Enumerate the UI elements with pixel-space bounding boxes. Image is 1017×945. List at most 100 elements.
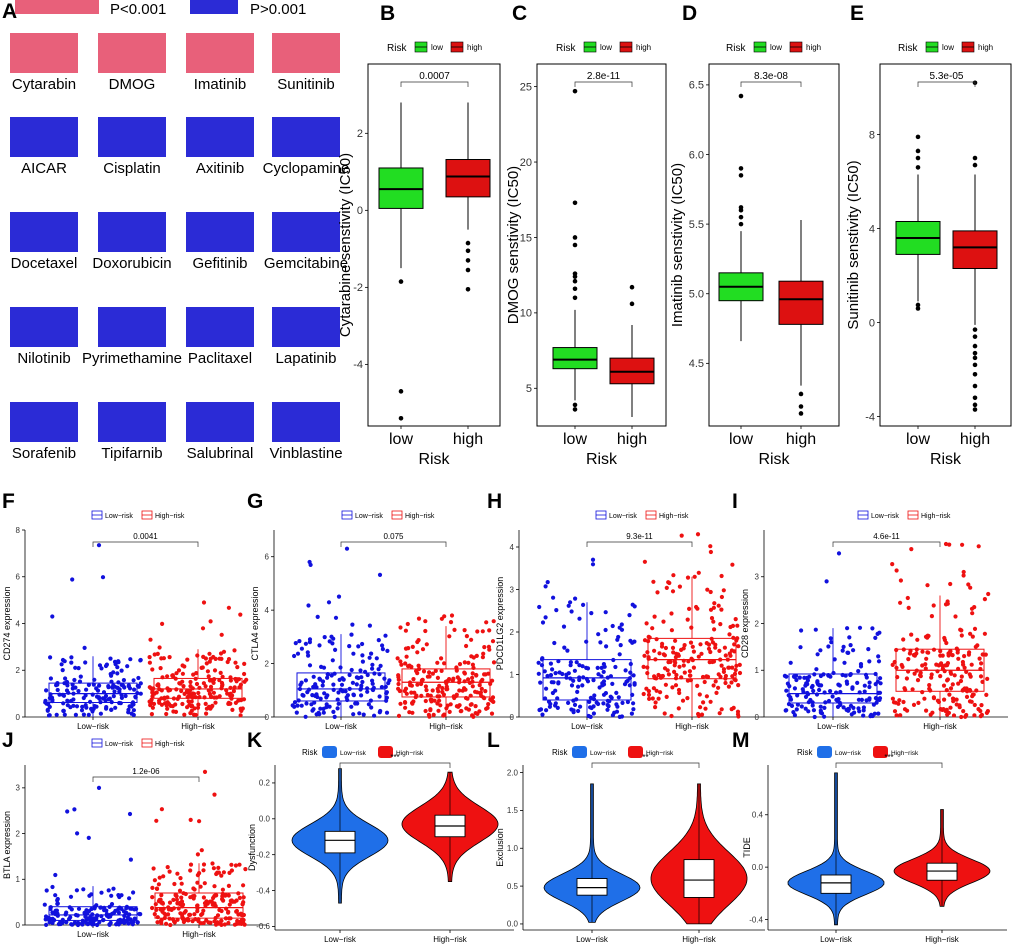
jitter-point xyxy=(377,710,382,715)
jitter-point xyxy=(823,700,828,705)
legend-label-0: Low−risk xyxy=(105,513,133,520)
jitter-point xyxy=(398,701,403,706)
legend-swatch-nonsignificant xyxy=(190,0,238,14)
jitter-point xyxy=(986,591,991,597)
jitter-point xyxy=(653,705,658,710)
x-tick-label: High−risk xyxy=(923,722,958,731)
jitter-point xyxy=(44,688,49,693)
jitter-point xyxy=(129,711,134,716)
jitter-point xyxy=(191,712,197,717)
jitter-point xyxy=(425,674,430,679)
jitter-point xyxy=(135,683,140,689)
jitter-point xyxy=(370,681,375,686)
significance-bracket xyxy=(586,541,693,547)
jitter-point xyxy=(219,873,224,878)
jitter-point xyxy=(327,704,332,709)
jitter-point xyxy=(415,671,420,676)
jitter-point xyxy=(970,694,975,699)
jitter-point xyxy=(556,681,561,686)
drug-tile-gefitinib xyxy=(186,212,254,252)
jitter-point xyxy=(719,573,724,579)
jitter-point xyxy=(178,876,183,881)
jitter-point xyxy=(596,632,601,637)
outlier-point xyxy=(465,258,471,263)
jitter-point xyxy=(365,686,370,691)
jitter-point xyxy=(128,857,133,862)
legend: Risk Low−risk High−risk xyxy=(302,746,424,758)
jitter-point xyxy=(901,699,906,705)
jitter-point xyxy=(226,893,231,898)
jitter-point xyxy=(464,634,469,639)
jitter-point xyxy=(411,677,416,682)
series-0 xyxy=(536,557,637,720)
jitter-point xyxy=(48,655,53,660)
jitter-point xyxy=(976,707,981,712)
jitter-point xyxy=(403,661,408,666)
jitter-point xyxy=(691,665,697,670)
jitter-point xyxy=(106,888,111,893)
y-tick-label: 6 xyxy=(16,573,21,582)
outlier-point xyxy=(572,242,578,248)
y-axis-label: Dysfunction xyxy=(247,824,257,871)
jitter-point xyxy=(721,588,726,593)
panel-d: D 4.5 5.0 5.5 6.0 6.5 Imatinib senstivity (IC5… xyxy=(669,2,840,468)
drug-tile-axitinib xyxy=(186,117,254,157)
jitter-point xyxy=(317,676,322,681)
jitter-point xyxy=(338,665,343,670)
jitter-point xyxy=(931,696,937,701)
jitter-point xyxy=(850,686,855,691)
outlier-point xyxy=(572,402,578,408)
panel-h: H 0 1 2 3 4 PDCD1LG2 expression Low−risk High−ri… xyxy=(487,490,761,731)
jitter-point xyxy=(948,686,954,691)
jitter-point xyxy=(735,623,740,628)
jitter-point xyxy=(795,702,801,707)
jitter-point xyxy=(211,680,216,686)
y-tick-label: 1.0 xyxy=(507,844,519,853)
jitter-point xyxy=(403,628,408,633)
jitter-point xyxy=(718,622,723,627)
jitter-point xyxy=(138,912,143,917)
jitter-point xyxy=(577,663,582,668)
jitter-point xyxy=(457,677,462,682)
jitter-point xyxy=(490,639,496,644)
jitter-point xyxy=(423,684,428,689)
jitter-point xyxy=(664,585,669,591)
box xyxy=(683,859,715,898)
jitter-point xyxy=(723,680,728,686)
jitter-point xyxy=(148,703,153,708)
jitter-point xyxy=(813,627,818,632)
jitter-point xyxy=(809,685,815,690)
y-tick-label: -0.2 xyxy=(256,850,270,859)
jitter-point xyxy=(47,713,52,718)
jitter-point xyxy=(53,872,58,878)
jitter-point xyxy=(327,639,332,644)
drug-label-gefitinib: Gefitinib xyxy=(192,255,247,272)
jitter-point xyxy=(842,660,847,665)
jitter-point xyxy=(661,652,666,657)
jitter-point xyxy=(856,697,862,702)
jitter-point xyxy=(234,908,239,914)
legend-title: Risk xyxy=(898,43,918,54)
jitter-point xyxy=(712,627,717,632)
jitter-point xyxy=(814,667,819,672)
jitter-point xyxy=(430,688,435,693)
jitter-point xyxy=(84,705,89,710)
jitter-point xyxy=(954,702,959,707)
jitter-point xyxy=(550,690,556,696)
jitter-point xyxy=(878,681,883,686)
jitter-point xyxy=(360,641,365,647)
jitter-point xyxy=(48,676,54,681)
legend-label-low: low xyxy=(942,43,954,52)
panel-letter-h: H xyxy=(487,490,502,513)
jitter-point xyxy=(545,580,550,585)
jitter-point xyxy=(680,698,686,703)
jitter-point xyxy=(192,706,197,711)
legend-label-0: Low−risk xyxy=(105,741,133,748)
jitter-point xyxy=(945,677,951,682)
jitter-point xyxy=(939,661,944,666)
jitter-point xyxy=(708,549,714,555)
y-tick-label: 2 xyxy=(755,619,760,628)
legend-label-0: Low−risk xyxy=(835,750,862,757)
significance-label: 5.3e-05 xyxy=(930,71,964,82)
